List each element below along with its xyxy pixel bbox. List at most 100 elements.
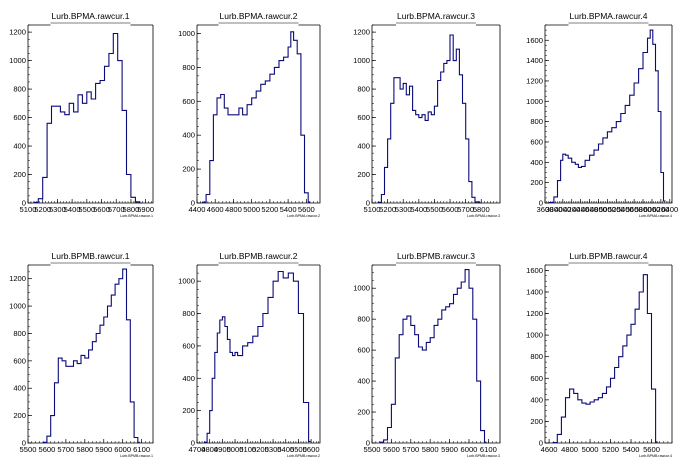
y-tick-label: 800 (182, 309, 195, 318)
x-tick-label: 5400 (617, 205, 634, 214)
y-tick-label: 1400 (526, 287, 543, 296)
x-tick-label: 3800 (545, 205, 562, 214)
histogram-series (33, 32, 142, 204)
x-tick-label: 5600 (38, 445, 55, 454)
x-tick-label: 6000 (461, 445, 478, 454)
x-axis-label: Lurb.BPMA.rawcur.4 (639, 214, 672, 218)
x-tick-label: 5800 (122, 205, 139, 214)
plot-frame (27, 25, 154, 204)
histogram-series (42, 268, 140, 443)
x-tick-label: 4900 (214, 445, 231, 454)
plot-frame (544, 25, 673, 204)
histogram-series (552, 274, 658, 444)
x-tick-label: 4800 (590, 205, 607, 214)
x-tick-label: 5900 (137, 205, 154, 214)
y-tick-label: 800 (182, 63, 195, 72)
y-tick-label: 200 (530, 417, 543, 426)
y-tick-label: 0 (22, 199, 26, 208)
y-tick-label: 1000 (178, 277, 195, 286)
y-tick-label: 0 (539, 439, 543, 448)
x-tick-label: 5200 (34, 205, 51, 214)
y-tick-label: 200 (357, 408, 370, 417)
y-tick-label: 1000 (526, 97, 543, 106)
chart-panel-3: Lurb.BPMA.rawcur.3 0 200 400 600 800 1000 1200 5… (353, 11, 501, 218)
x-tick-label: 5800 (635, 205, 652, 214)
chart-title: Lurb.BPMB.rawcur.2 (220, 251, 298, 261)
chart-title: Lurb.BPMB.rawcur.4 (570, 251, 648, 261)
x-tick-label: 6200 (652, 205, 669, 214)
y-tick-label: 0 (366, 439, 370, 448)
y-tick-label: 200 (13, 170, 26, 179)
chart-panel-5: Lurb.BPMB.rawcur.1 0 200 400 600 800 1000 1200 5… (9, 251, 154, 458)
y-tick-label: 600 (13, 113, 26, 122)
y-tick-label: 1200 (526, 309, 543, 318)
x-tick-label: 5900 (95, 445, 112, 454)
x-tick-label: 5000 (582, 445, 599, 454)
x-axis-label: Lurb.BPMB.rawcur.2 (287, 454, 320, 458)
plot-frame (196, 265, 321, 444)
y-tick-label: 0 (22, 439, 26, 448)
x-tick-label: 6000 (114, 445, 131, 454)
y-tick-label: 800 (530, 352, 543, 361)
y-tick-label: 400 (182, 131, 195, 140)
y-tick-label: 1200 (9, 28, 26, 37)
x-tick-label: 5700 (457, 205, 474, 214)
plot-frame (544, 265, 673, 444)
chart-title: Lurb.BPMA.rawcur.1 (52, 11, 130, 21)
y-tick-label: 600 (530, 137, 543, 146)
x-tick-label: 5700 (57, 445, 74, 454)
x-tick-label: 3600 (537, 205, 554, 214)
y-tick-label: 200 (182, 165, 195, 174)
chart-panel-1: Lurb.BPMA.rawcur.1 0 200 400 600 800 1000 1200 5… (9, 11, 154, 218)
x-tick-label: 5600 (93, 205, 110, 214)
y-tick-label: 800 (13, 329, 26, 338)
y-tick-label: 800 (357, 315, 370, 324)
histogram-series (204, 270, 311, 443)
x-tick-label: 5000 (227, 445, 244, 454)
x-tick-label: 5400 (64, 205, 81, 214)
x-tick-label: 4800 (201, 445, 218, 454)
x-axis-label: Lurb.BPMB.rawcur.1 (120, 454, 153, 458)
x-axis-label: Lurb.BPMA.rawcur.1 (120, 214, 153, 218)
chart-title: Lurb.BPMB.rawcur.1 (52, 251, 130, 261)
y-tick-label: 400 (357, 377, 370, 386)
x-tick-label: 4600 (541, 445, 558, 454)
chart-title: Lurb.BPMA.rawcur.3 (397, 11, 475, 21)
y-tick-label: 1000 (9, 56, 26, 65)
y-tick-label: 600 (13, 356, 26, 365)
x-tick-label: 4000 (554, 205, 571, 214)
x-tick-label: 5800 (473, 205, 490, 214)
x-tick-label: 4800 (225, 205, 242, 214)
y-tick-label: 1200 (353, 28, 370, 37)
x-tick-label: 5500 (426, 205, 443, 214)
x-tick-label: 6000 (643, 205, 660, 214)
x-tick-label: 5900 (441, 445, 458, 454)
histogram-series (377, 34, 482, 204)
x-tick-label: 5300 (49, 205, 66, 214)
y-tick-label: 1000 (9, 302, 26, 311)
x-tick-label: 5000 (243, 205, 260, 214)
x-tick-label: 5800 (422, 445, 439, 454)
x-tick-label: 5400 (623, 445, 640, 454)
x-tick-label: 5400 (277, 445, 294, 454)
y-tick-label: 0 (191, 439, 195, 448)
x-tick-label: 4700 (189, 445, 206, 454)
x-tick-label: 5000 (599, 205, 616, 214)
x-tick-label: 5200 (252, 445, 269, 454)
x-axis-label: Lurb.BPMA.rawcur.2 (287, 214, 320, 218)
y-tick-label: 1600 (526, 266, 543, 275)
chart-title: Lurb.BPMA.rawcur.2 (220, 11, 298, 21)
y-tick-label: 0 (539, 199, 543, 208)
x-tick-label: 5500 (364, 445, 381, 454)
y-tick-label: 1600 (526, 36, 543, 45)
x-tick-label: 4200 (563, 205, 580, 214)
x-tick-label: 5600 (442, 205, 459, 214)
y-tick-label: 400 (357, 142, 370, 151)
histogram-series (548, 29, 666, 204)
x-tick-label: 5600 (303, 445, 320, 454)
x-tick-label: 5600 (383, 445, 400, 454)
x-tick-label: 5600 (626, 205, 643, 214)
histogram-series (379, 269, 487, 443)
